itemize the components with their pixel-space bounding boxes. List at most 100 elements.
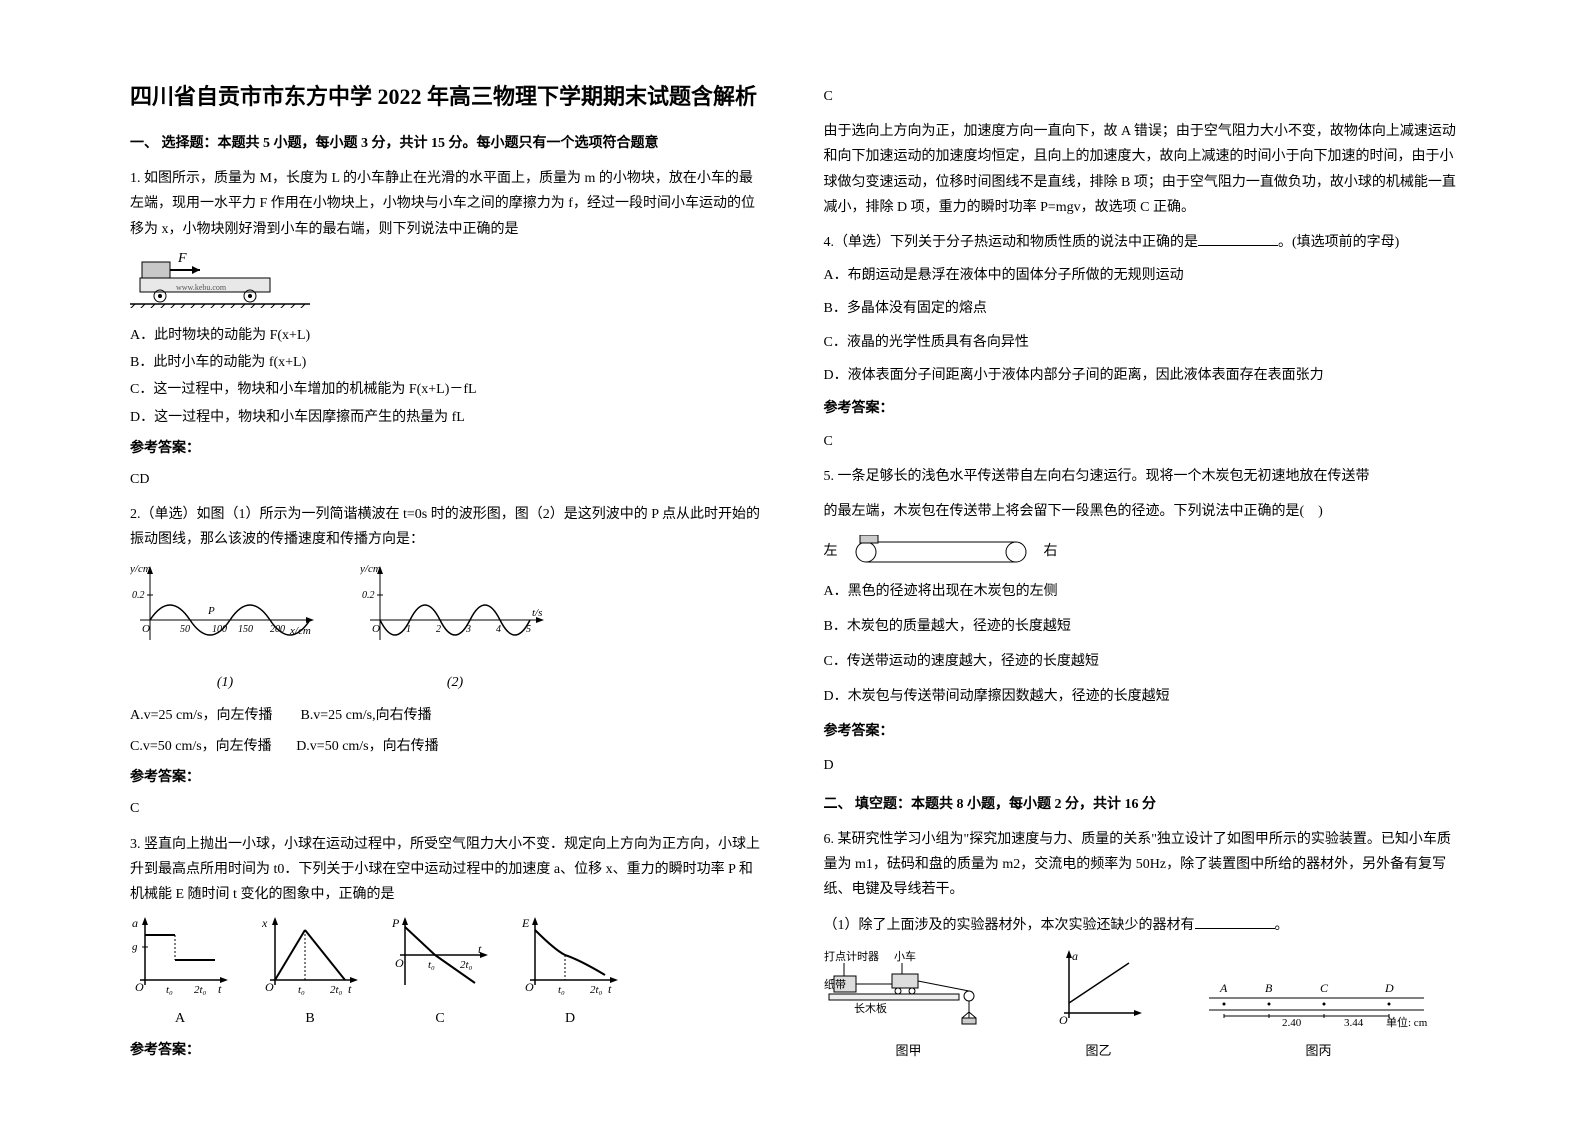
- q2-opt-a: A.v=25 cm/s，向左传播: [130, 708, 272, 723]
- svg-text:x: x: [261, 916, 268, 930]
- q4-stem-b: 。(填选项前的字母): [1278, 235, 1399, 250]
- q5-belt-diagram: 左 右: [824, 535, 1458, 569]
- svg-text:3.44: 3.44: [1344, 1017, 1364, 1028]
- q1-ans-label: 参考答案：: [130, 436, 764, 461]
- q3-label-a: A: [130, 1006, 230, 1031]
- svg-text:x/cm: x/cm: [289, 625, 311, 637]
- svg-text:t₀: t₀: [166, 984, 173, 995]
- q5-opt-b: B．木炭包的质量越大，径迹的长度越短: [824, 614, 1458, 639]
- svg-text:200: 200: [270, 624, 285, 635]
- q5-ans: D: [824, 753, 1458, 778]
- svg-text:长木板: 长木板: [854, 1001, 887, 1015]
- svg-text:3: 3: [465, 624, 471, 635]
- q2-opt-c: C.v=50 cm/s，向左传播: [130, 739, 272, 754]
- q1-cart-diagram: F www.kebu.com: [130, 248, 764, 317]
- svg-text:0.2: 0.2: [362, 590, 375, 601]
- svg-text:P: P: [207, 605, 215, 617]
- svg-text:O: O: [142, 623, 150, 635]
- svg-text:P: P: [391, 916, 400, 930]
- svg-text:t₀: t₀: [298, 984, 305, 995]
- q3-graph-b: x t O t₀ 2t₀ B: [260, 915, 360, 1031]
- q4-opt-d: D．液体表面分子间距离小于液体内部分子间的距离，因此液体表面存在表面张力: [824, 363, 1458, 388]
- q4-opt-b: B．多晶体没有固定的熔点: [824, 296, 1458, 321]
- q5-ans-label: 参考答案：: [824, 719, 1458, 744]
- svg-text:C: C: [1320, 981, 1329, 995]
- q6-figC-label: 图丙: [1204, 1039, 1434, 1062]
- svg-text:打点计时器: 打点计时器: [824, 949, 879, 963]
- q4-blank: [1198, 232, 1278, 246]
- q2-ans-label: 参考答案：: [130, 765, 764, 790]
- svg-text:O: O: [135, 980, 144, 994]
- q5-opt-d: D．木炭包与传送带间动摩擦因数越大，径迹的长度越短: [824, 684, 1458, 709]
- q3-label-d: D: [520, 1006, 620, 1031]
- svg-text:t: t: [218, 982, 222, 995]
- q4-stem-a: 4.（单选）下列关于分子热运动和物质性质的说法中正确的是: [824, 235, 1199, 250]
- svg-text:纸带: 纸带: [824, 978, 846, 991]
- svg-text:1: 1: [406, 624, 411, 635]
- left-column: 四川省自贡市市东方中学 2022 年高三物理下学期期末试题含解析 一、 选择题：…: [100, 80, 794, 1082]
- svg-text:t: t: [348, 982, 352, 995]
- q3-graphs: a t O g t₀ 2t₀ A x t O: [130, 915, 764, 1031]
- q2-chart-1: y/cm 0.2 50 100 150 200 P x/cm O (1): [130, 560, 320, 694]
- svg-text:2t₀: 2t₀: [590, 984, 603, 995]
- q3-explain: 由于选向上方向为正，加速度方向一直向下，故 A 错误；由于空气阻力大小不变，故物…: [824, 119, 1458, 220]
- q2-opts-row1: A.v=25 cm/s，向左传播 B.v=25 cm/s,向右传播: [130, 703, 764, 728]
- svg-text:小车: 小车: [894, 949, 916, 963]
- q6-stem: 6. 某研究性学习小组为"探究加速度与力、质量的关系"独立设计了如图甲所示的实验…: [824, 827, 1458, 903]
- q2-stem: 2.（单选）如图（1）所示为一列简谐横波在 t=0s 时的波形图，图（2）是这列…: [130, 502, 764, 552]
- q1-opt-a: A．此时物块的动能为 F(x+L): [130, 323, 764, 348]
- svg-text:100: 100: [212, 624, 227, 635]
- q5-right-label: 右: [1044, 539, 1058, 564]
- right-column: C 由于选向上方向为正，加速度方向一直向下，故 A 错误；由于空气阻力大小不变，…: [794, 80, 1488, 1082]
- q3-graph-a: a t O g t₀ 2t₀ A: [130, 915, 230, 1031]
- q4-stem: 4.（单选）下列关于分子热运动和物质性质的说法中正确的是 。(填选项前的字母): [824, 230, 1458, 255]
- svg-text:4: 4: [496, 624, 501, 635]
- svg-text:O: O: [525, 980, 534, 994]
- svg-text:a: a: [1072, 949, 1078, 963]
- svg-text:5: 5: [526, 624, 531, 635]
- q6-sub1: （1）除了上面涉及的实验器材外，本次实验还缺少的器材有。: [824, 913, 1458, 938]
- q2-wave-diagrams: y/cm 0.2 50 100 150 200 P x/cm O (1) y/c…: [130, 560, 764, 694]
- force-f-label: F: [177, 251, 187, 266]
- q2-opts-row2: C.v=50 cm/s，向左传播 D.v=50 cm/s，向右传播: [130, 734, 764, 759]
- q4-ans: C: [824, 429, 1458, 454]
- q3-stem: 3. 竖直向上抛出一小球，小球在运动过程中，所受空气阻力大小不变．规定向上方向为…: [130, 832, 764, 908]
- q2-ans: C: [130, 796, 764, 821]
- svg-text:2: 2: [436, 624, 441, 635]
- svg-text:D: D: [1384, 981, 1394, 995]
- q1-opt-b: B．此时小车的动能为 f(x+L): [130, 350, 764, 375]
- q2-chart1-sub: (1): [130, 670, 320, 695]
- q3-ans: C: [824, 84, 1458, 109]
- doc-title: 四川省自贡市市东方中学 2022 年高三物理下学期期末试题含解析: [130, 80, 764, 113]
- svg-text:2t₀: 2t₀: [330, 984, 343, 995]
- svg-text:t₀: t₀: [428, 959, 435, 971]
- q6-blank: [1195, 915, 1275, 929]
- section-2-header: 二、 填空题：本题共 8 小题，每小题 2 分，共计 16 分: [824, 792, 1458, 817]
- q2-chart2-sub: (2): [360, 670, 550, 695]
- q1-ans: CD: [130, 467, 764, 492]
- q2-opt-d: D.v=50 cm/s，向右传播: [296, 739, 438, 754]
- svg-text:t₀: t₀: [558, 984, 565, 995]
- svg-text:O: O: [372, 623, 380, 635]
- q6-sub1a: （1）除了上面涉及的实验器材外，本次实验还缺少的器材有: [824, 918, 1195, 933]
- q3-ans-label: 参考答案：: [130, 1038, 764, 1063]
- svg-text:0.2: 0.2: [132, 590, 145, 601]
- section-1-header: 一、 选择题：本题共 5 小题，每小题 3 分，共计 15 分。每小题只有一个选…: [130, 131, 764, 156]
- q1-opt-c: C．这一过程中，物块和小车增加的机械能为 F(x+L)－fL: [130, 377, 764, 402]
- q3-graph-d: E t O t₀ 2t₀ D: [520, 915, 620, 1031]
- q5-opt-c: C．传送带运动的速度越大，径迹的长度越短: [824, 649, 1458, 674]
- q6-figB-label: 图乙: [1054, 1039, 1144, 1062]
- q5-stem2: 的最左端，木炭包在传送带上将会留下一段黑色的径迹。下列说法中正确的是( ): [824, 499, 1458, 524]
- q5-opt-a: A．黑色的径迹将出现在木炭包的左侧: [824, 579, 1458, 604]
- q5-stem1: 5. 一条足够长的浅色水平传送带自左向右匀速运行。现将一个木炭包无初速地放在传送…: [824, 464, 1458, 489]
- watermark-text: www.kebu.com: [176, 283, 227, 292]
- q6-fig-a: 打点计时器 小车 纸带 长木板 图甲: [824, 948, 994, 1063]
- svg-text:y/cm: y/cm: [360, 563, 381, 575]
- q5-left-label: 左: [824, 539, 838, 564]
- svg-text:A: A: [1219, 981, 1228, 995]
- svg-text:150: 150: [238, 624, 253, 635]
- svg-text:O: O: [395, 956, 404, 970]
- q1-stem: 1. 如图所示，质量为 M，长度为 L 的小车静止在光滑的水平面上，质量为 m …: [130, 166, 764, 242]
- svg-text:a: a: [132, 916, 138, 930]
- q1-opt-d: D．这一过程中，物块和小车因摩擦而产生的热量为 fL: [130, 405, 764, 430]
